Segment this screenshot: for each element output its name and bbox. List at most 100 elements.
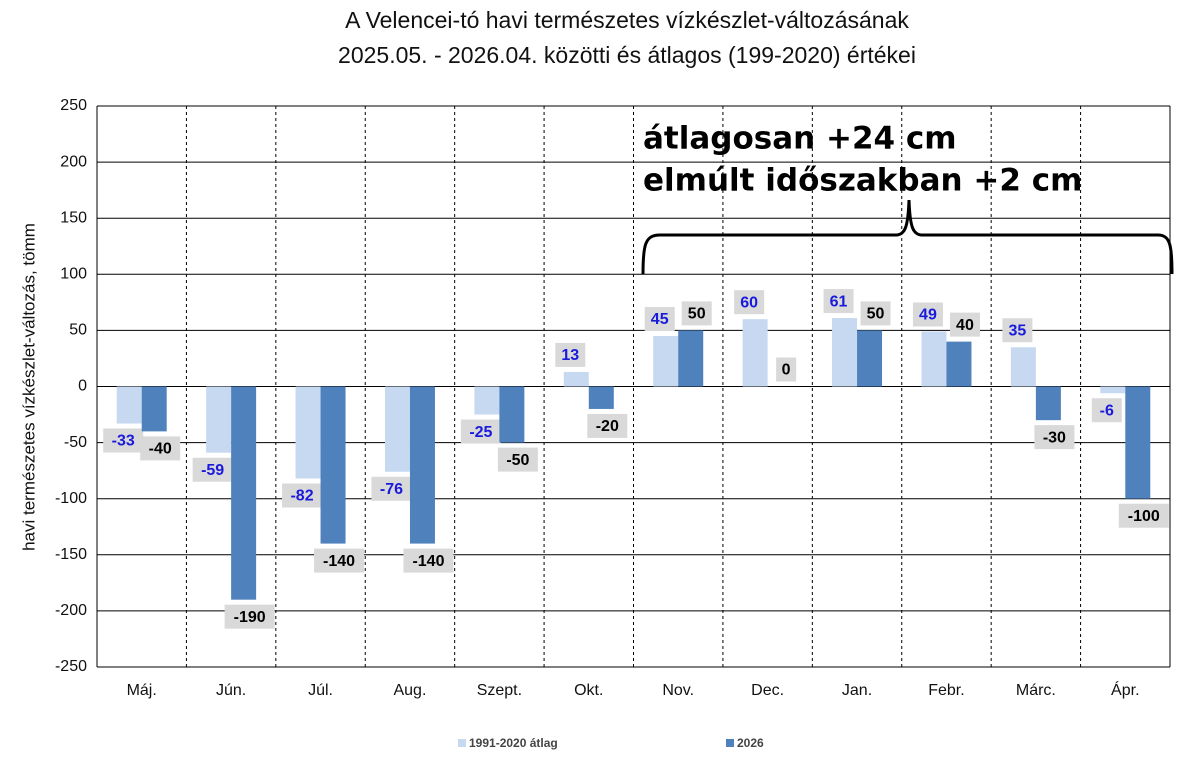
data-label-box xyxy=(555,342,586,367)
data-label: 50 xyxy=(867,306,885,323)
data-label: -6 xyxy=(1100,402,1114,419)
bar xyxy=(563,371,589,387)
bar xyxy=(1100,386,1126,394)
y-tick-label: 250 xyxy=(60,97,87,114)
y-tick-label: 50 xyxy=(69,322,87,339)
x-tick-label: Jún. xyxy=(216,682,246,699)
bar xyxy=(653,336,679,387)
data-label: 0 xyxy=(782,362,791,379)
bar xyxy=(231,386,257,600)
data-label-box xyxy=(734,290,765,315)
bar xyxy=(678,330,704,387)
data-label-box xyxy=(224,604,275,629)
x-tick-label: Júl. xyxy=(308,682,333,699)
y-tick-label: -100 xyxy=(55,490,87,507)
bar xyxy=(588,386,614,409)
data-label-box xyxy=(823,289,854,314)
bar xyxy=(320,386,346,544)
bar xyxy=(116,386,142,424)
data-label: -25 xyxy=(469,424,492,441)
data-label: -100 xyxy=(1128,508,1160,525)
data-label: -30 xyxy=(1043,429,1066,446)
chart-subtitle: 2025.05. - 2026.04. közötti és átlagos (… xyxy=(338,42,916,68)
x-tick-label: Szept. xyxy=(477,682,522,699)
bar xyxy=(1010,347,1036,387)
data-label-box xyxy=(860,301,891,326)
y-tick-label: 150 xyxy=(60,209,87,226)
y-axis-label: havi természetes vízkészlet-változás, tö… xyxy=(19,223,38,551)
data-label: -82 xyxy=(290,488,313,505)
data-label-box xyxy=(497,447,538,472)
data-label-box xyxy=(681,301,712,326)
x-tick-label: Nov. xyxy=(662,682,694,699)
bar xyxy=(499,386,525,443)
data-label-box xyxy=(140,436,181,461)
y-tick-label: -150 xyxy=(55,546,87,563)
data-label-box xyxy=(1034,425,1075,450)
bar xyxy=(141,386,167,432)
data-label: -190 xyxy=(234,609,266,626)
data-label-box xyxy=(776,357,797,382)
annotation: elmúlt időszakban +2 cm xyxy=(643,163,1082,199)
bar xyxy=(206,386,232,453)
data-label-box xyxy=(103,428,144,453)
data-label-box xyxy=(403,548,454,573)
data-label: -33 xyxy=(112,433,135,450)
legend-label: 1991-2020 átlag xyxy=(469,736,558,750)
bar xyxy=(921,331,947,387)
data-label: 49 xyxy=(919,307,937,324)
data-label-box xyxy=(192,457,233,482)
chart-title: A Velencei-tó havi természetes vízkészle… xyxy=(345,7,909,33)
x-tick-label: Márc. xyxy=(1016,682,1056,699)
bar xyxy=(1125,386,1151,499)
y-tick-label: -250 xyxy=(55,658,87,675)
x-tick-label: Aug. xyxy=(393,682,426,699)
data-label: 50 xyxy=(688,306,706,323)
data-label: -50 xyxy=(506,452,529,469)
data-label-box xyxy=(282,483,323,508)
data-label-box xyxy=(912,302,943,327)
x-tick-label: Jan. xyxy=(842,682,872,699)
bar xyxy=(295,386,321,479)
data-label: 45 xyxy=(651,311,669,328)
brace xyxy=(641,199,1174,275)
bar xyxy=(474,386,500,415)
bar xyxy=(857,330,883,387)
data-label: 35 xyxy=(1008,322,1026,339)
x-tick-label: Febr. xyxy=(928,682,964,699)
y-tick-label: -200 xyxy=(55,602,87,619)
data-label-box xyxy=(949,312,980,337)
x-tick-label: Okt. xyxy=(574,682,603,699)
x-tick-label: Máj. xyxy=(127,682,157,699)
data-label: 13 xyxy=(561,347,579,364)
data-label: -76 xyxy=(380,481,403,498)
bar xyxy=(946,341,972,387)
data-label: 40 xyxy=(956,317,974,334)
data-label-box xyxy=(371,476,412,501)
y-tick-label: -50 xyxy=(64,434,87,451)
legend-label: 2026 xyxy=(737,736,764,750)
legend-marker xyxy=(458,739,466,747)
data-label: -140 xyxy=(323,553,355,570)
y-tick-label: 0 xyxy=(78,378,87,395)
bar xyxy=(384,386,410,472)
y-tick-label: 100 xyxy=(60,266,87,283)
data-label-box xyxy=(587,413,628,438)
annotation: átlagosan +24 cm xyxy=(643,121,957,157)
data-label: -40 xyxy=(149,441,172,458)
x-tick-label: Ápr. xyxy=(1111,680,1139,699)
data-label-box xyxy=(1091,398,1122,423)
data-label: 61 xyxy=(830,293,848,310)
data-label: 60 xyxy=(740,294,758,311)
data-label-box xyxy=(1002,318,1033,343)
bar xyxy=(742,319,768,387)
bar xyxy=(832,318,858,387)
data-label-box xyxy=(314,548,365,573)
data-label-box xyxy=(644,307,675,332)
legend-marker xyxy=(726,739,734,747)
bar xyxy=(1035,386,1061,421)
y-tick-label: 200 xyxy=(60,153,87,170)
x-tick-label: Dec. xyxy=(751,682,784,699)
data-label: -20 xyxy=(596,418,619,435)
